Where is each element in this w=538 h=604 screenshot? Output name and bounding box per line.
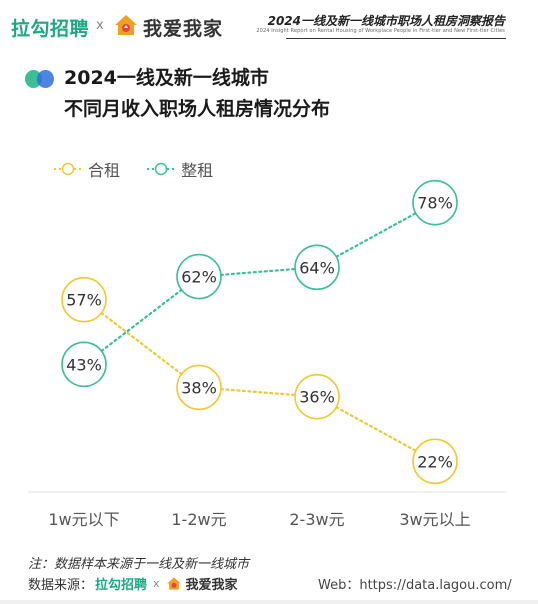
series-0-data-label-1: 38% [181, 378, 217, 397]
series-0-data-label-0: 57% [66, 291, 102, 310]
legend-marker-shared [54, 162, 82, 176]
series-0-data-label-2: 36% [299, 388, 335, 407]
chart-title-icon [25, 70, 54, 88]
x-tick-label-1: 1-2w元 [171, 510, 226, 529]
series-0-segment-2 [335, 406, 417, 452]
legend-item-whole: 整租 [147, 157, 213, 181]
series-1-segment-0 [100, 288, 183, 353]
series-0-point-3 [412, 438, 458, 485]
series-1-data-label-1: 62% [181, 268, 217, 287]
chart-title-line2: 不同月收入职场人租房情况分布 [64, 98, 331, 120]
series-0-segment-1 [219, 388, 297, 397]
series-1-segment-2 [335, 212, 417, 258]
report-header: 拉勾招聘 x 我爱我家 2024一线及新一线城市职场人租房洞察报告 2024 I… [0, 0, 538, 52]
source-lagou-logo: 拉勾招聘 [95, 578, 148, 593]
series-1-data-label-2: 64% [299, 258, 335, 277]
page-bottom-edge [0, 600, 538, 604]
x-tick-label-3: 3w元以上 [399, 510, 470, 529]
series-0-point-0 [61, 276, 107, 323]
legend-marker-whole [147, 162, 176, 176]
header-divider [286, 38, 506, 39]
series-0-data-label-3: 22% [417, 452, 453, 471]
brand-separator: x [96, 18, 104, 33]
series-1-point-1 [176, 253, 222, 300]
footnote: 注：数据样本来源于一线及新一线城市 [28, 557, 250, 572]
series-1-point-0 [61, 341, 107, 388]
series-0-point-1 [176, 364, 222, 411]
series-1-data-label-0: 43% [66, 355, 102, 374]
source-separator: x [153, 577, 160, 590]
series-0-point-2 [294, 373, 340, 420]
house-logo-icon [115, 15, 137, 35]
series-1-segment-1 [219, 267, 297, 276]
chart-legend: 合租 整租 [54, 157, 235, 181]
legend-item-shared: 合租 [54, 157, 120, 181]
legend-label-shared: 合租 [88, 161, 121, 180]
x-tick-label-2: 2-3w元 [289, 510, 344, 529]
report-subtitle: 2024 Insight Report on Rental Housing of… [256, 28, 505, 34]
woaiwojia-logo: 我爱我家 [143, 18, 224, 40]
source-label: 数据来源： [28, 578, 94, 593]
lagou-logo: 拉勾招聘 [11, 18, 90, 40]
chart-title: 2024一线及新一线城市 不同月收入职场人租房情况分布 [64, 63, 330, 125]
source-woaiwojia-logo: 我爱我家 [185, 578, 238, 593]
chart-title-line1: 2024一线及新一线城市 [64, 67, 269, 89]
source-house-logo-icon [166, 577, 181, 590]
series-1-point-2 [294, 244, 340, 291]
report-title: 2024一线及新一线城市职场人租房洞察报告 [267, 14, 505, 28]
x-tick-label-0: 1w元以下 [48, 510, 119, 529]
legend-label-whole: 整租 [181, 161, 214, 180]
data-source: 数据来源： 拉勾招聘 x 我爱我家 [28, 574, 238, 593]
series-0-segment-0 [100, 311, 183, 376]
series-1-data-label-3: 78% [417, 194, 453, 213]
web-address: Web：https://data.lagou.com/ [318, 578, 512, 593]
series-1-point-3 [412, 179, 458, 226]
